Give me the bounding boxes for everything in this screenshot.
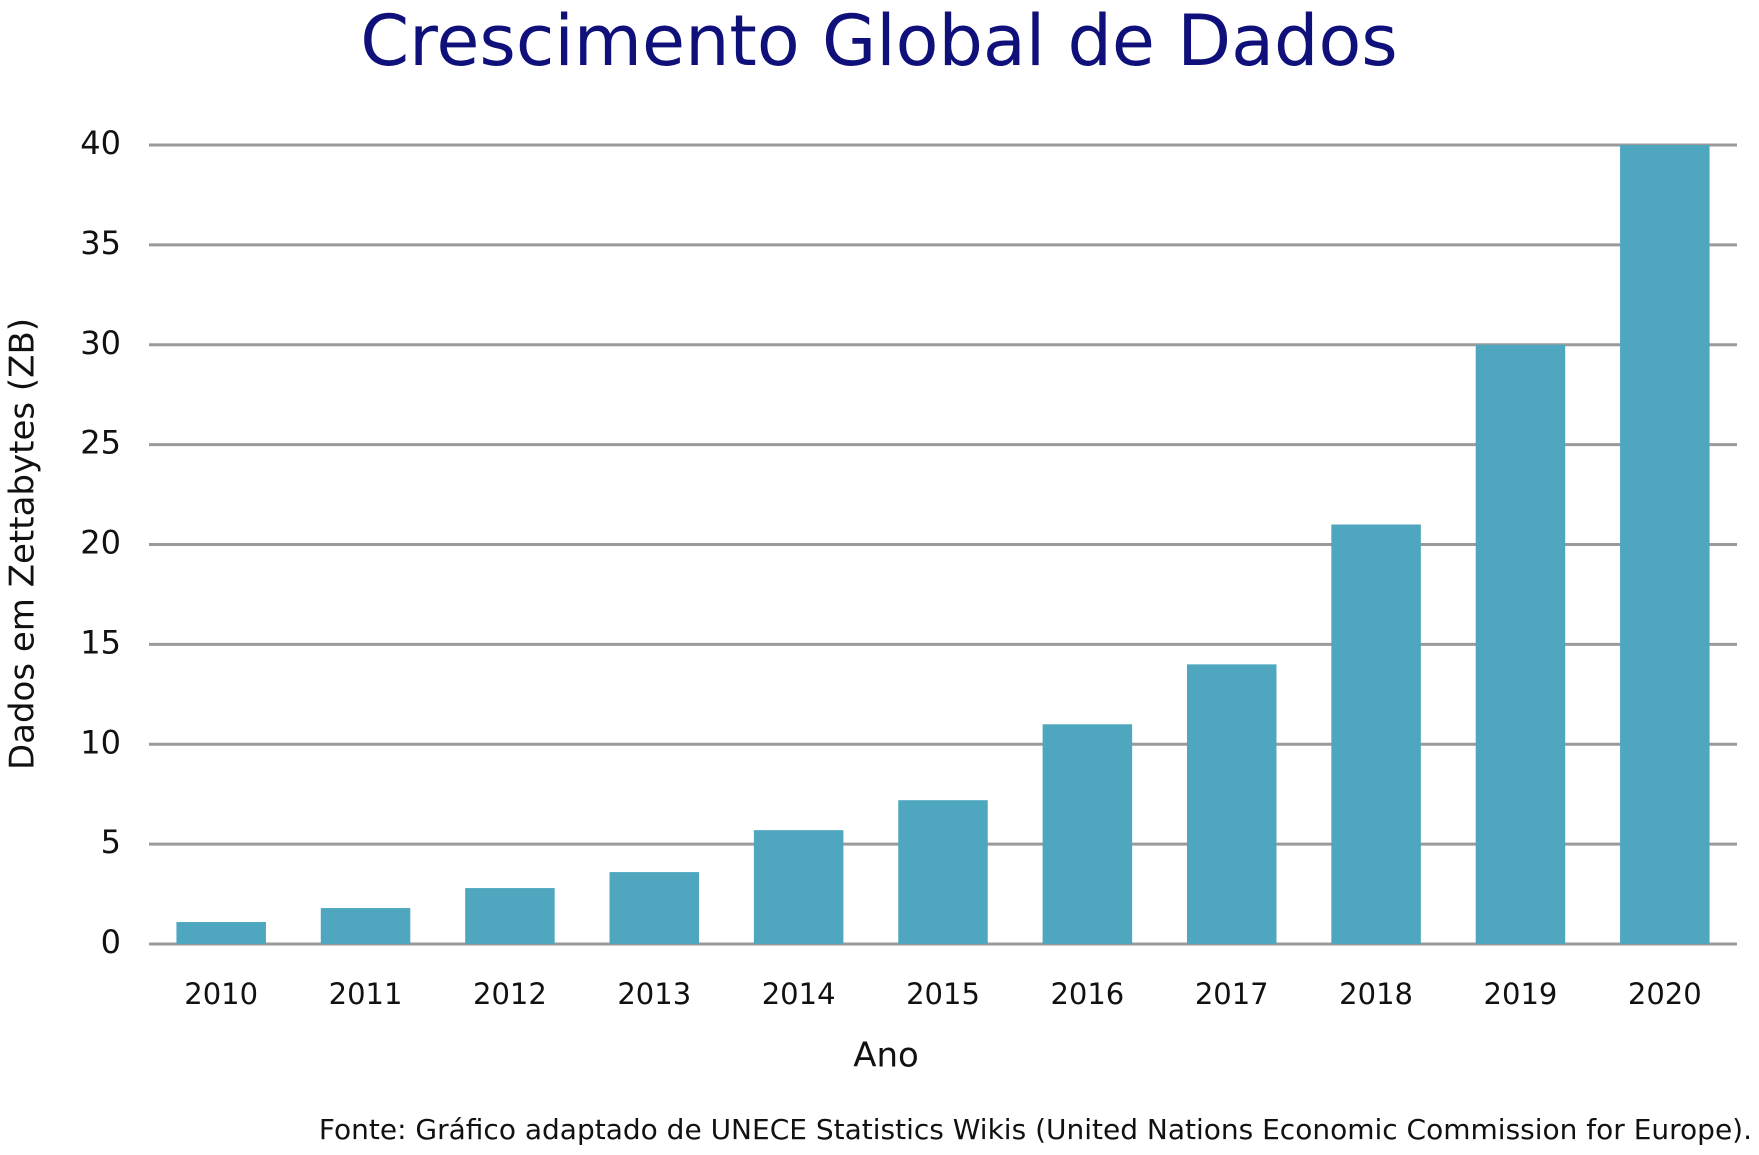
x-tick-label: 2016	[1050, 977, 1124, 1011]
bar	[1475, 344, 1566, 944]
x-tick-label: 2012	[473, 977, 547, 1011]
x-tick-label: 2013	[617, 977, 691, 1011]
y-tick-label: 40	[80, 124, 121, 162]
x-tick-label: 2018	[1339, 977, 1413, 1011]
chart-title: Crescimento Global de Dados	[360, 0, 1398, 82]
y-tick-label: 15	[80, 623, 121, 661]
bar	[753, 830, 844, 944]
x-tick-label: 2014	[762, 977, 836, 1011]
x-tick-label: 2015	[906, 977, 980, 1011]
bar	[465, 888, 555, 944]
x-tick-label: 2019	[1484, 977, 1558, 1011]
bar	[609, 872, 700, 944]
bar	[1620, 145, 1710, 944]
x-tick-label: 2020	[1628, 977, 1702, 1011]
x-tick-label: 2011	[329, 977, 403, 1011]
x-axis-label: Ano	[853, 1036, 919, 1076]
y-tick-label: 0	[101, 923, 121, 961]
bar	[320, 908, 411, 944]
y-tick-label: 10	[80, 723, 121, 761]
x-tick-label: 2017	[1195, 977, 1269, 1011]
source-note: Fonte: Gráfico adaptado de UNECE Statist…	[319, 1113, 1752, 1146]
y-tick-label: 5	[101, 823, 121, 861]
y-tick-label: 35	[80, 224, 121, 262]
bar	[1331, 524, 1421, 944]
bar	[176, 922, 266, 944]
y-tick-label: 25	[80, 424, 121, 462]
y-axis-label: Dados em Zettabytes (ZB)	[3, 318, 43, 770]
bar	[1186, 664, 1277, 944]
bar	[898, 800, 988, 944]
y-tick-label: 20	[80, 524, 121, 562]
bar	[1042, 724, 1133, 944]
y-tick-label: 30	[80, 324, 121, 362]
x-tick-label: 2010	[184, 977, 258, 1011]
